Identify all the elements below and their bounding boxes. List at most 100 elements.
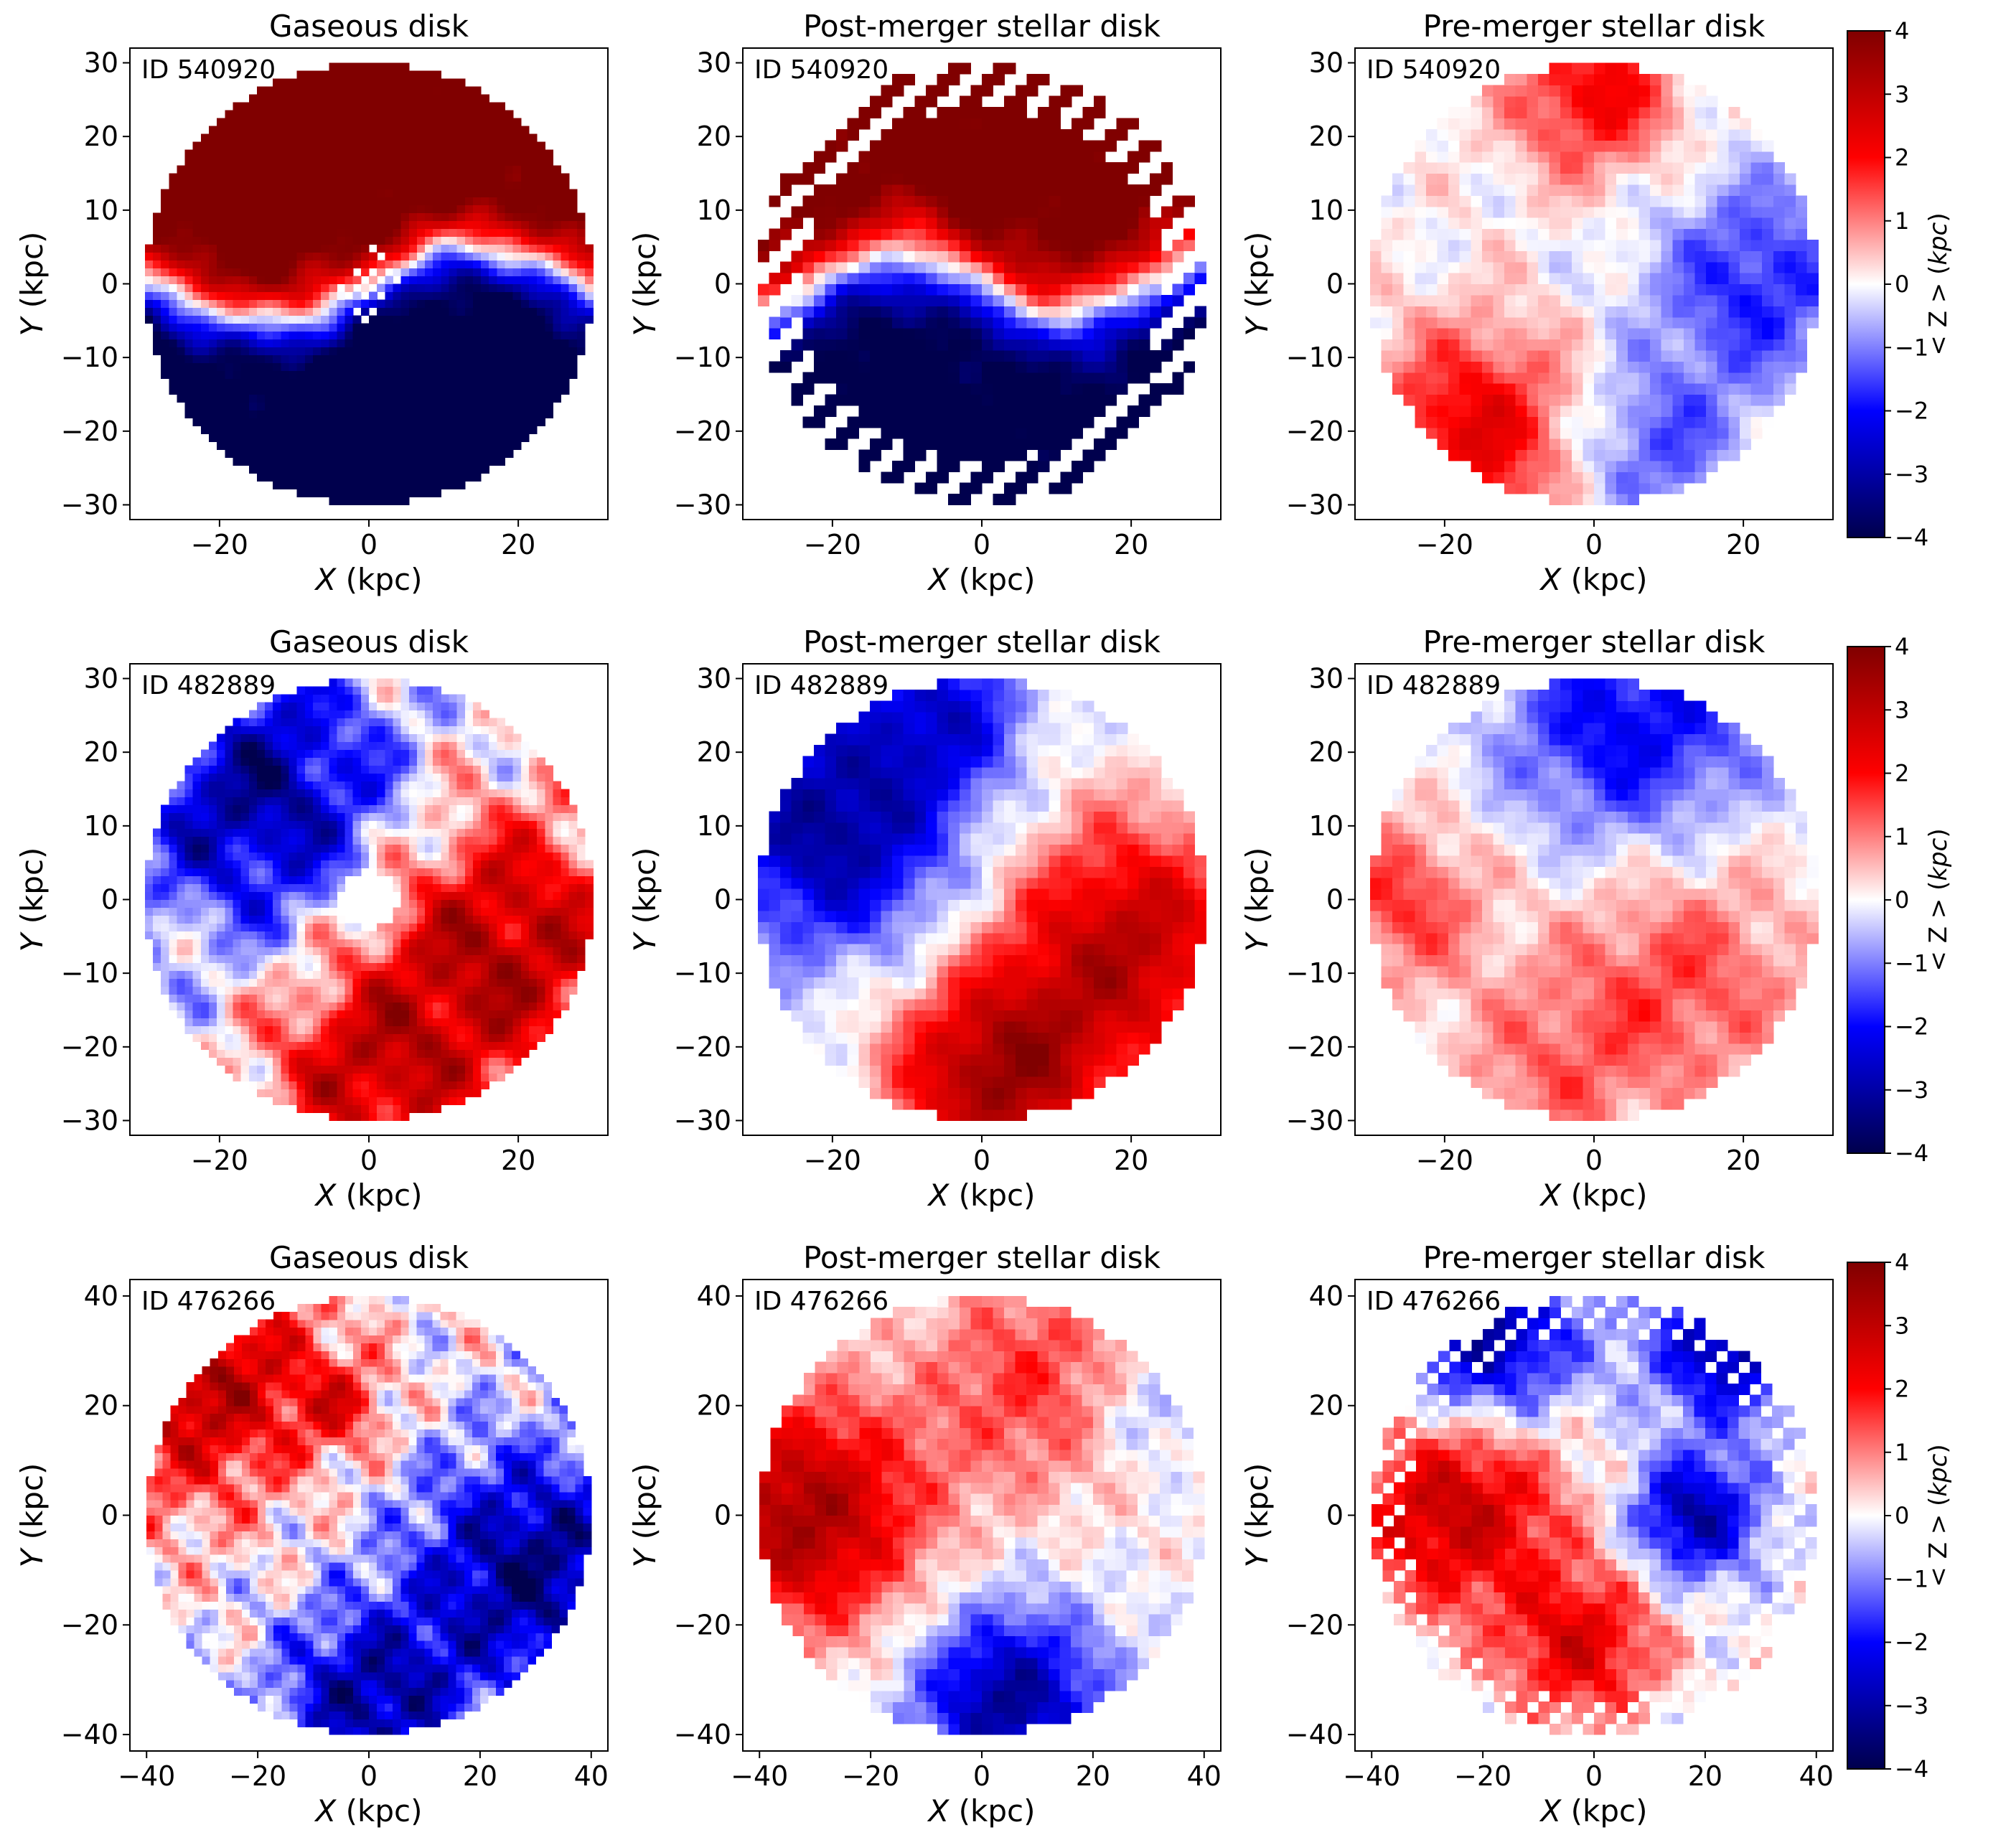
heatmap-cell: [1638, 261, 1651, 273]
heatmap-cell: [1448, 162, 1461, 174]
heatmap-cell: [192, 291, 202, 301]
heatmap-cell: [240, 433, 250, 443]
heatmap-cell: [352, 473, 362, 482]
heatmap-cell: [416, 426, 426, 435]
heatmap-cell: [273, 165, 281, 174]
heatmap-cell: [144, 868, 154, 877]
heatmap-cell: [152, 299, 161, 309]
heatmap-cell: [1638, 118, 1651, 130]
heatmap-cell: [937, 118, 949, 130]
heatmap-cell: [321, 378, 329, 388]
heatmap-cell: [1004, 151, 1016, 163]
heatmap-cell: [225, 157, 234, 166]
heatmap-cell: [1650, 460, 1662, 472]
heatmap-cell: [1026, 206, 1039, 218]
heatmap-cell: [1784, 239, 1796, 251]
heatmap-cell: [248, 283, 258, 293]
heatmap-cell: [1627, 118, 1640, 130]
heatmap-cell: [433, 70, 441, 80]
heatmap-cell: [1773, 250, 1785, 263]
heatmap-cell: [329, 394, 337, 403]
heatmap-cell: [393, 418, 402, 427]
heatmap-cell: [240, 449, 250, 459]
heatmap-cell: [847, 416, 859, 428]
heatmap-cell: [1172, 239, 1184, 251]
heatmap-cell: [1638, 228, 1651, 240]
heatmap-cell: [512, 141, 522, 151]
heatmap-cell: [441, 165, 450, 174]
heatmap-cell: [1071, 162, 1084, 174]
heatmap-cell: [825, 217, 837, 230]
heatmap-cell: [1773, 228, 1785, 240]
heatmap-cell: [1683, 460, 1696, 472]
heatmap-cell: [520, 260, 530, 269]
heatmap-cell: [869, 383, 882, 395]
heatmap-cell: [1459, 361, 1471, 373]
heatmap-cell: [233, 276, 242, 285]
heatmap-cell: [472, 465, 482, 474]
heatmap-cell: [329, 307, 337, 316]
heatmap-cell: [881, 372, 893, 384]
heatmap-cell: [1082, 261, 1094, 273]
heatmap-cell: [1060, 361, 1072, 373]
heatmap-cell: [1594, 394, 1606, 406]
heatmap-cell: [1060, 173, 1072, 185]
heatmap-cell: [352, 418, 362, 427]
heatmap-cell: [209, 433, 217, 443]
heatmap-cell: [377, 481, 385, 490]
heatmap-cell: [1094, 107, 1106, 119]
heatmap-cell: [337, 426, 346, 435]
heatmap-cell: [836, 306, 848, 318]
heatmap-cell: [869, 95, 882, 108]
heatmap-cell: [416, 86, 426, 95]
heatmap-cell: [273, 347, 281, 356]
heatmap-cell: [456, 362, 466, 372]
heatmap-cell: [847, 383, 859, 395]
heatmap-cell: [576, 323, 586, 332]
heatmap-cell: [281, 173, 290, 182]
heatmap-cell: [464, 189, 474, 198]
heatmap-cell: [1571, 261, 1583, 273]
heatmap-cell: [1038, 173, 1050, 185]
heatmap-cell: [1026, 228, 1039, 240]
y-tick-label: −30: [1286, 489, 1344, 520]
heatmap-cell: [256, 315, 266, 324]
heatmap-cell: [892, 85, 904, 97]
heatmap-cell: [217, 141, 225, 151]
heatmap-cell: [1471, 449, 1483, 461]
heatmap-cell: [1150, 261, 1162, 273]
heatmap-cell: [858, 217, 871, 230]
heatmap-cell: [209, 165, 217, 174]
heatmap-cell: [312, 212, 322, 222]
heatmap-cell: [464, 86, 474, 95]
heatmap-cell: [1571, 383, 1583, 395]
heatmap-cell: [1706, 427, 1718, 439]
heatmap-cell: [1549, 349, 1561, 362]
heatmap-cell: [1004, 328, 1016, 340]
heatmap-cell: [256, 339, 266, 348]
heatmap-cell: [528, 133, 538, 143]
heatmap-cell: [1448, 427, 1461, 439]
heatmap-cell: [304, 378, 314, 388]
heatmap-cell: [1094, 173, 1106, 185]
heatmap-cell: [449, 252, 458, 261]
heatmap-cell: [425, 212, 433, 222]
heatmap-cell: [1594, 316, 1606, 329]
heatmap-cell: [425, 236, 433, 245]
heatmap-cell: [1694, 95, 1707, 108]
heatmap-cell: [1082, 239, 1094, 251]
heatmap-cell: [321, 315, 329, 324]
heatmap-cell: [225, 244, 234, 253]
heatmap-cell: [1650, 217, 1662, 230]
heatmap-cell: [393, 110, 402, 119]
heatmap-cell: [329, 291, 337, 301]
heatmap-cell: [497, 410, 506, 419]
heatmap-cell: [903, 416, 915, 428]
heatmap-cell: [1728, 250, 1740, 263]
heatmap-cell: [265, 197, 273, 206]
heatmap-cell: [225, 418, 234, 427]
heatmap-cell: [329, 141, 337, 151]
heatmap-cell: [1004, 339, 1016, 351]
heatmap-cell: [233, 457, 242, 466]
heatmap-cell: [481, 149, 489, 159]
